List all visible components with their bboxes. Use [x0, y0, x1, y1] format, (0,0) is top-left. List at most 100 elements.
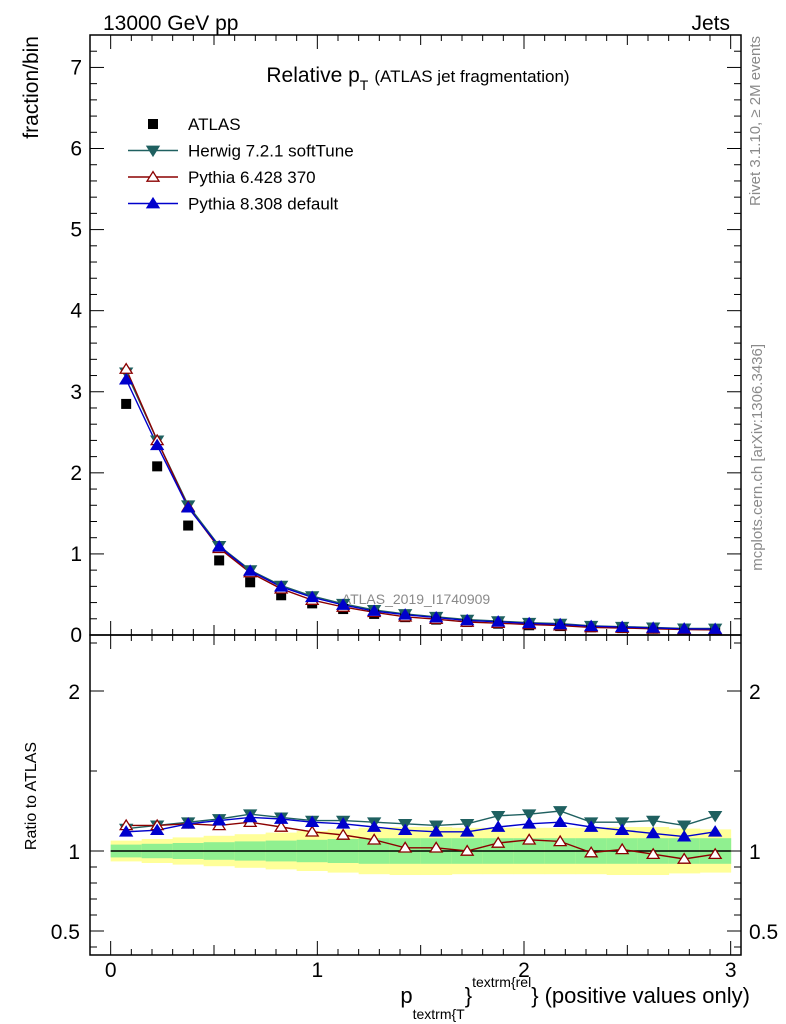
ratio-bands [110, 827, 732, 875]
legend-marker-pythia8 [145, 196, 161, 209]
ratio-point-herwig [614, 817, 630, 829]
ratio-point-pythia8 [521, 817, 537, 829]
xtick-label: 3 [725, 959, 737, 982]
main-ytick-label: 0 [70, 624, 82, 647]
ratio-point-pythia6 [676, 852, 692, 864]
energy-label: 13000 GeV pp [103, 12, 238, 35]
data-point-pythia8 [676, 622, 692, 634]
watermark: ATLAS_2019_I1740909 [342, 591, 491, 607]
ratio-ytick-label: 0.5 [51, 921, 80, 944]
main-axes: 0 1 2 3 4 5 6 7 [70, 35, 741, 647]
legend-marker-atlas [148, 119, 158, 129]
ratio-ytick-label-right: 1 [749, 841, 761, 864]
data-point-pythia8 [118, 372, 134, 385]
data-point-atlas [214, 555, 225, 566]
ratio-point-pythia6 [304, 825, 320, 837]
xtick-label: 1 [311, 959, 323, 982]
data-point-atlas [183, 520, 194, 531]
data-point-atlas [121, 398, 132, 409]
ratio-point-pythia6 [273, 820, 289, 832]
data-point-pythia8 [707, 622, 723, 634]
ratio-point-pythia6 [645, 847, 661, 860]
data-point-pythia8 [149, 438, 165, 451]
xlabel-suffix: (positive values only) [545, 983, 750, 1008]
main-ylabel: fraction/bin [20, 36, 43, 139]
ratio-point-herwig [552, 806, 568, 818]
main-ytick-label: 2 [70, 462, 82, 485]
main-panel: fraction/bin Relative pT (ATLAS jet fragm… [20, 34, 742, 647]
legend-marker-herwig [145, 145, 161, 158]
title-sub: T [360, 77, 369, 93]
ratio-point-pythia6 [614, 842, 630, 855]
main-ytick-label: 7 [70, 56, 82, 79]
ratio-point-pythia8 [552, 815, 568, 828]
main-ytick-label: 4 [70, 300, 82, 323]
data-point-atlas [245, 577, 256, 588]
data-point-pythia8 [614, 620, 630, 632]
data-point-pythia8 [583, 619, 599, 632]
ratio-point-herwig [645, 815, 661, 828]
xtick-label: 2 [518, 959, 530, 982]
ratio-ytick-label-right: 2 [749, 681, 761, 704]
legend-label-herwig: Herwig 7.2.1 softTune [188, 142, 354, 161]
xlabel-main: p [400, 983, 412, 1008]
xtick-label: 0 [105, 959, 117, 982]
data-point-pythia8 [366, 604, 382, 616]
ratio-point-pythia6 [459, 844, 475, 856]
main-ytick-label: 5 [70, 219, 82, 242]
process-label: Jets [691, 12, 730, 35]
ratio-panel: Ratio to ATLAS 0.5 0.5 1 1 2 2 0 1 2 3 ptextrm{T}… [23, 634, 778, 1022]
title-main: Relative p [266, 64, 359, 87]
data-point-pythia8 [490, 615, 506, 627]
legend-label-atlas: ATLAS [188, 115, 241, 134]
xlabel-sup: textrm{rel [472, 974, 531, 990]
ratio-point-pythia8 [242, 810, 258, 823]
xlabel-brace-close: } [531, 983, 538, 1008]
ratio-point-pythia6 [583, 845, 599, 858]
ratio-line-herwig [126, 810, 716, 830]
data-point-pythia8 [304, 590, 320, 603]
xlabel-sub: textrm{T [413, 1006, 466, 1022]
data-point-pythia8 [335, 598, 351, 610]
ratio-point-pythia8 [459, 825, 475, 837]
legend-label-pythia8: Pythia 8.308 default [188, 195, 339, 214]
data-point-pythia8 [521, 616, 537, 629]
ratio-point-pythia6 [521, 833, 537, 845]
ratio-ytick-label: 2 [68, 681, 80, 704]
ratio-point-pythia8 [304, 815, 320, 828]
data-point-pythia8 [459, 613, 475, 626]
ratio-point-pythia6 [335, 828, 351, 840]
ratio-point-pythia8 [583, 820, 599, 832]
mcplots-label: mcplots.cern.ch [arXiv:1306.3436] [749, 344, 766, 571]
main-series [118, 362, 723, 636]
title-suffix: (ATLAS jet fragmentation) [374, 67, 569, 86]
ratio-point-pythia6 [397, 841, 413, 853]
ratio-point-pythia8 [180, 817, 196, 829]
ratio-point-pythia8 [366, 820, 382, 832]
ratio-point-pythia6 [552, 834, 568, 847]
ratio-point-pythia6 [428, 841, 444, 853]
data-point-atlas [152, 461, 163, 472]
ratio-point-herwig [490, 810, 506, 823]
ratio-point-pythia8 [676, 829, 692, 842]
ratio-point-pythia8 [118, 825, 134, 837]
ratio-point-pythia8 [707, 825, 723, 837]
ratio-frame [89, 634, 742, 956]
ratio-point-herwig [459, 818, 475, 831]
data-point-pythia8 [397, 608, 413, 620]
xlabel: ptextrm{T}textrm{rel} (positive values on… [400, 974, 750, 1022]
ratio-point-pythia8 [490, 820, 506, 832]
ratio-point-pythia8 [614, 823, 630, 836]
ratio-point-pythia8 [273, 812, 289, 824]
ratio-point-herwig [676, 820, 692, 833]
ratio-point-pythia8 [149, 823, 165, 836]
data-point-pythia8 [428, 610, 444, 623]
data-point-pythia8 [273, 580, 289, 592]
data-point-pythia8 [180, 501, 196, 513]
ratio-series [118, 806, 723, 864]
main-title: Relative pT (ATLAS jet fragmentation) [266, 64, 569, 93]
data-point-atlas [276, 590, 287, 601]
ratio-point-herwig [707, 810, 723, 823]
ratio-point-pythia6 [707, 847, 723, 860]
